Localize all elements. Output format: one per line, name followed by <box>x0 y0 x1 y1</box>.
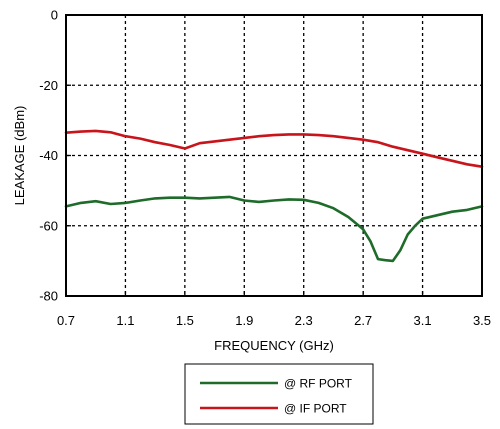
x-tick-label: 2.3 <box>295 313 313 328</box>
series-lines <box>64 129 484 263</box>
x-axis-title: FREQUENCY (GHz) <box>214 338 334 353</box>
legend: @ RF PORT @ IF PORT <box>184 363 374 425</box>
y-tick-label: -40 <box>39 148 58 163</box>
series-line-if-port <box>64 129 484 168</box>
x-tick-label: 1.5 <box>176 313 194 328</box>
y-tick-label: -80 <box>39 289 58 304</box>
x-tick-label: 3.5 <box>473 313 491 328</box>
grid <box>66 15 482 296</box>
x-tick-label: 0.7 <box>57 313 75 328</box>
legend-label: @ IF PORT <box>284 402 347 416</box>
y-tick-label: 0 <box>51 8 58 23</box>
x-tick-label: 3.1 <box>414 313 432 328</box>
y-axis-title: LEAKAGE (dBm) <box>12 106 27 206</box>
x-tick-label: 1.9 <box>235 313 253 328</box>
tick-labels: 0.7 1.1 1.5 1.9 2.3 2.7 3.1 3.5 0 -20 -40 -60 -80 <box>39 8 491 329</box>
legend-box <box>184 363 374 425</box>
plot-frame <box>65 14 483 297</box>
y-tick-label: -20 <box>39 78 58 93</box>
legend-label: @ RF PORT <box>284 377 353 391</box>
series-line-rf-port <box>64 195 484 263</box>
x-tick-label: 1.1 <box>116 313 134 328</box>
y-tick-label: -60 <box>39 218 58 233</box>
x-tick-label: 2.7 <box>354 313 372 328</box>
